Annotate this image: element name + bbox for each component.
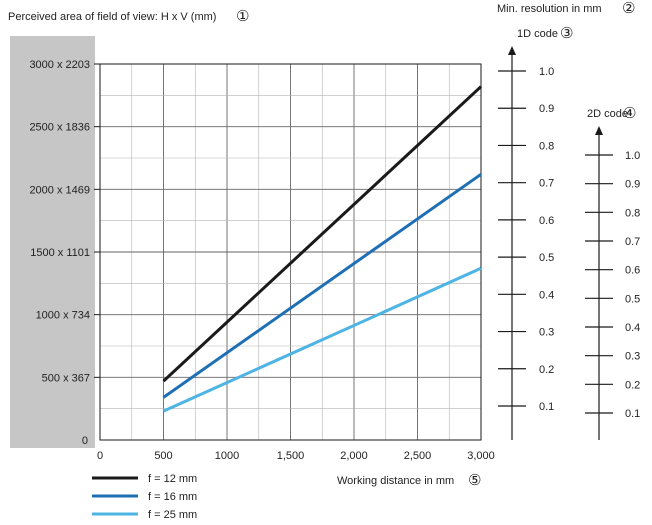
x-tick-label: 0 [97,450,103,462]
axis-tick-label: 0.8 [539,140,554,152]
axis-1d-title-marker: ③ [560,24,573,42]
axis-tick-label: 0.6 [625,265,640,277]
series-line [162,85,483,383]
axis-tick-label: 0.1 [539,401,554,413]
x-tick-label: 1,500 [277,450,305,462]
axis-tick-label: 0.7 [625,236,640,248]
axis-1d-title: 1D code [517,28,558,40]
axis-tick-label: 0.4 [539,289,554,301]
axis-tick-label: 0.7 [539,178,554,190]
x-tick-label: 1000 [215,450,239,462]
y-tick-label: 500 x 367 [42,372,90,384]
axis-tick-label: 0.9 [539,103,554,115]
axis-tick-label: 0.6 [539,215,554,227]
series-lines [162,85,483,413]
x-tick-label: 3,000 [467,450,495,462]
axis-tick-label: 0.2 [539,364,554,376]
y-axis-title: Perceived area of field of view: H x V (… [8,11,216,23]
x-tick-label: 2,500 [404,450,432,462]
legend-label: f = 25 mm [148,509,197,521]
y-axis-title-marker: ① [236,7,249,25]
arrow-up-icon [508,46,516,55]
y-tick-label: 1000 x 734 [36,310,90,322]
axis-tick-label: 1.0 [539,66,554,78]
axis-tick-label: 0.2 [625,379,640,391]
y-tick-label: 2500 x 1836 [29,122,90,134]
series-line [162,173,482,399]
y-tick-labels: 0 500 x 367 1000 x 734 1500 x 1101 2000 x 14… [29,59,100,447]
legend-label: f = 12 mm [148,473,197,485]
axis-2d-title-marker: ④ [623,104,636,122]
y-tick-label: 1500 x 1101 [30,247,90,259]
y-tick-label: 0 [82,435,88,447]
x-tick-labels: 0 500 1000 1,500 2,000 2,500 3,000 [97,450,495,462]
grid [99,63,482,441]
axis-tick-label: 0.8 [625,207,640,219]
axis-tick-label: 0.3 [625,351,640,363]
axis-tick-label: 0.5 [625,293,640,305]
axis-tick-label: 0.4 [625,322,640,334]
arrow-up-icon [595,126,603,135]
axis-tick-label: 0.9 [625,179,640,191]
legend: f = 12 mm f = 16 mm f = 25 mm [92,473,197,521]
y-tick-label: 3000 x 2203 [29,59,90,71]
x-tick-label: 500 [154,450,172,462]
resolution-title: Min. resolution in mm [497,3,602,15]
y-tick-label: 2000 x 1469 [29,184,90,196]
axis-2d-title: 2D code [587,108,628,120]
axis-tick-label: 0.3 [539,327,554,339]
y-axis-band [10,36,95,448]
axis-tick-label: 0.5 [539,252,554,264]
axis-2d-code: 0.1 0.2 0.3 0.4 0.5 0.6 0.7 0.8 0.9 1.0 [585,126,640,440]
axis-tick-label: 1.0 [625,150,640,162]
x-tick-label: 2,000 [340,450,368,462]
axis-1d-code: 0.1 0.2 0.3 0.4 0.5 0.6 0.7 0.8 0.9 1.0 [498,46,554,440]
axis-tick-label: 0.1 [625,408,640,420]
legend-label: f = 16 mm [148,491,197,503]
x-axis-title: Working distance in mm [337,475,454,487]
resolution-title-marker: ② [622,0,635,17]
x-axis-title-marker: ⑤ [468,471,481,489]
series-line [162,266,482,413]
